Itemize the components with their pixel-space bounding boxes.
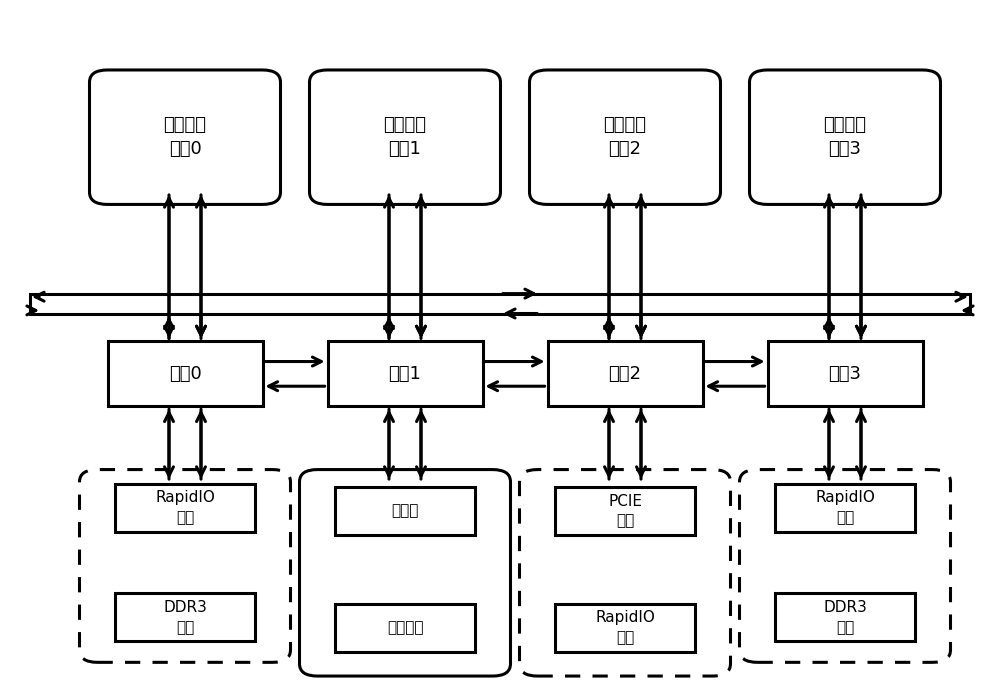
Text: 数字处理
器簇0: 数字处理 器簇0 (164, 117, 207, 158)
Bar (555, 487, 695, 535)
Text: 慢速外设: 慢速外设 (387, 620, 423, 635)
Text: 节点1: 节点1 (389, 365, 421, 383)
FancyBboxPatch shape (310, 70, 500, 204)
FancyBboxPatch shape (739, 470, 950, 663)
FancyBboxPatch shape (300, 469, 510, 676)
Bar (555, 604, 695, 652)
Bar (108, 341, 262, 406)
Bar (328, 341, 482, 406)
Text: 节点0: 节点0 (169, 365, 201, 383)
Text: 以太网: 以太网 (391, 504, 419, 519)
Bar (115, 484, 255, 532)
FancyBboxPatch shape (750, 70, 940, 204)
Text: RapidIO
接口: RapidIO 接口 (155, 490, 215, 525)
Text: 数字处理
器簇3: 数字处理 器簇3 (824, 117, 866, 158)
Bar (775, 593, 915, 641)
Text: 数字处理
器簇2: 数字处理 器簇2 (604, 117, 646, 158)
Text: RapidIO
接口: RapidIO 接口 (815, 490, 875, 525)
FancyBboxPatch shape (530, 70, 720, 204)
Bar (115, 593, 255, 641)
FancyBboxPatch shape (80, 470, 290, 663)
Text: 数字处理
器簇1: 数字处理 器簇1 (384, 117, 426, 158)
Bar (768, 341, 922, 406)
Bar (548, 341, 702, 406)
Text: RapidIO
接口: RapidIO 接口 (595, 611, 655, 645)
Text: 节点3: 节点3 (828, 365, 862, 383)
Text: DDR3
接口: DDR3 接口 (163, 600, 207, 635)
FancyBboxPatch shape (520, 469, 730, 676)
Text: 节点2: 节点2 (608, 365, 642, 383)
Bar (775, 484, 915, 532)
Text: DDR3
接口: DDR3 接口 (823, 600, 867, 635)
FancyBboxPatch shape (90, 70, 280, 204)
Bar (30, 294, 970, 314)
Bar (335, 487, 475, 535)
Text: PCIE
接口: PCIE 接口 (608, 494, 642, 528)
Bar (335, 604, 475, 652)
